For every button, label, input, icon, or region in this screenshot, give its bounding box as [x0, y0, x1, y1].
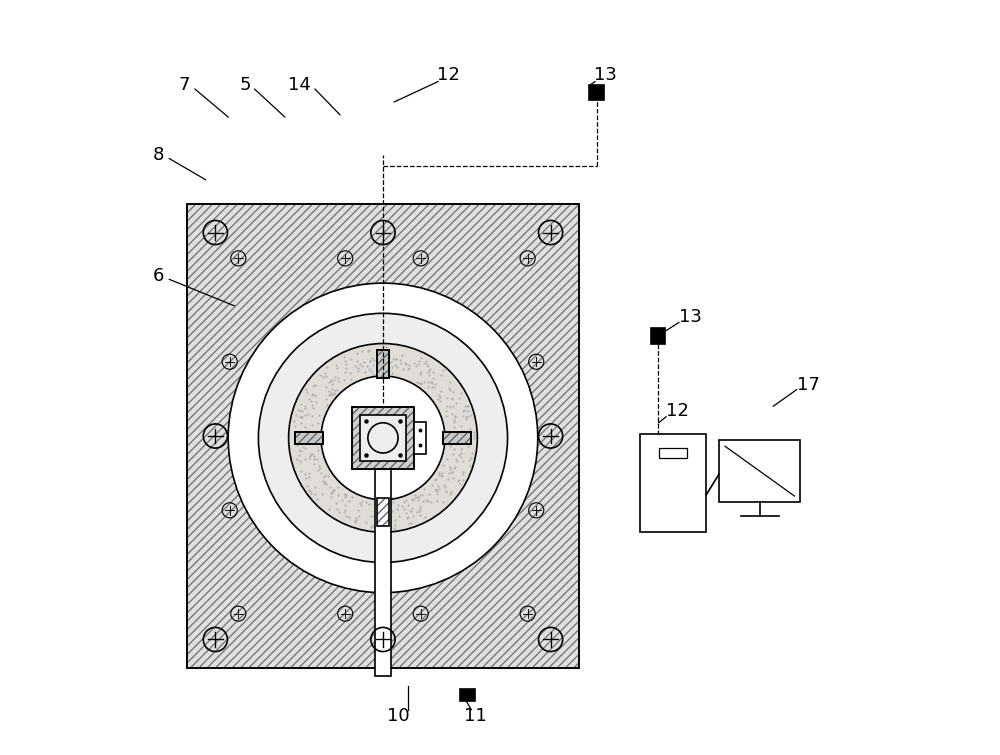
Bar	[375, 469, 391, 676]
Bar	[352, 407, 414, 469]
Bar	[589, 85, 604, 100]
Bar	[295, 432, 323, 444]
Bar	[187, 204, 579, 668]
Text: 12: 12	[666, 402, 689, 421]
Bar	[187, 204, 579, 668]
Bar	[377, 498, 389, 526]
Bar	[651, 328, 665, 344]
Bar	[640, 434, 706, 532]
Text: 7: 7	[179, 76, 190, 94]
Text: 11: 11	[464, 707, 487, 725]
Circle shape	[321, 376, 445, 500]
Circle shape	[258, 313, 508, 562]
Bar	[659, 448, 687, 458]
Text: 10: 10	[387, 707, 409, 725]
Bar	[352, 407, 414, 469]
Text: 6: 6	[153, 267, 164, 285]
Circle shape	[289, 344, 477, 532]
Text: 12: 12	[437, 66, 460, 85]
Bar	[719, 440, 800, 502]
Bar	[377, 498, 389, 526]
Bar	[295, 432, 323, 444]
Bar	[443, 432, 471, 444]
Text: 14: 14	[288, 76, 311, 94]
Bar	[377, 350, 389, 378]
Bar	[377, 350, 389, 378]
Bar	[360, 415, 406, 461]
Bar	[377, 350, 389, 378]
Bar	[377, 498, 389, 526]
Bar	[460, 689, 475, 701]
Bar	[187, 204, 579, 668]
Text: 8: 8	[153, 146, 164, 164]
Bar	[352, 407, 414, 469]
Text: 13: 13	[679, 308, 702, 326]
Bar	[414, 422, 426, 454]
Text: 17: 17	[797, 376, 819, 394]
Circle shape	[228, 283, 538, 593]
Text: 13: 13	[594, 66, 617, 85]
Bar	[295, 432, 323, 444]
Bar	[443, 432, 471, 444]
Text: 5: 5	[240, 76, 251, 94]
Bar	[443, 432, 471, 444]
